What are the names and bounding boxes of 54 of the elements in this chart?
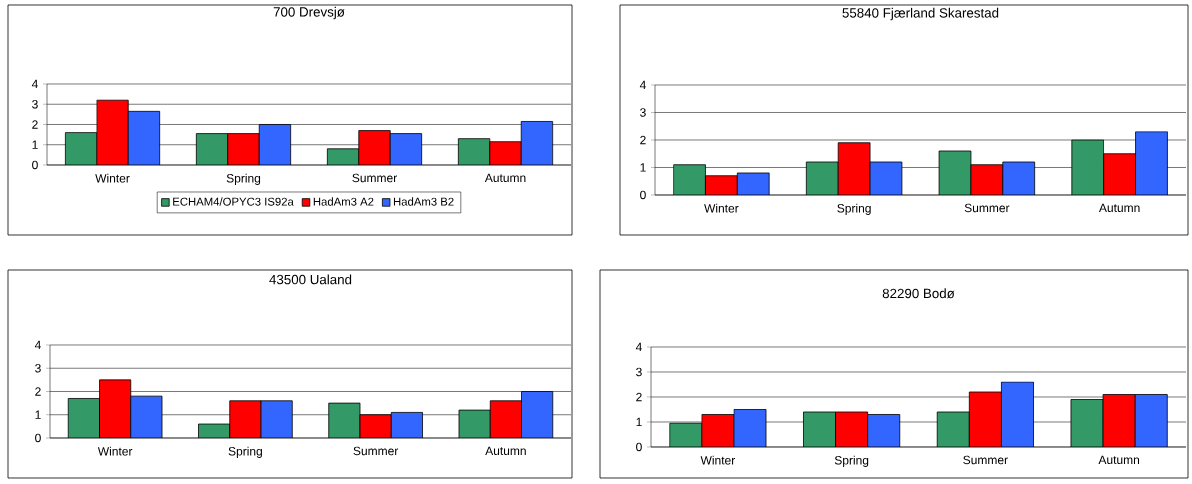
chart-title: 55840 Fjærland Skarestad <box>842 7 999 21</box>
y-tick-label: 2 <box>636 392 642 402</box>
x-tick-label: Spring <box>226 173 261 185</box>
y-tick-label: 3 <box>636 367 642 377</box>
bar <box>970 164 1004 195</box>
bar <box>258 124 292 165</box>
y-tick-label: 0 <box>640 190 646 200</box>
legend-label: ECHAM4/OPYC3 IS92a <box>173 197 294 206</box>
y-tick-label: 0 <box>32 160 38 170</box>
x-tick-label: Summer <box>963 455 1008 465</box>
x-tick-label: Winter <box>95 173 130 183</box>
y-tick-label: 3 <box>35 363 41 373</box>
x-tick-label: Summer <box>353 446 399 456</box>
bar <box>64 132 98 165</box>
x-tick-label: Summer <box>352 173 397 183</box>
y-tick-label: 4 <box>31 79 38 89</box>
y-tick-label: 1 <box>35 410 41 419</box>
y-tick-label: 2 <box>32 120 38 129</box>
x-tick-label: Winter <box>700 455 736 465</box>
x-tick-label: Autumn <box>484 173 526 183</box>
y-tick-label: 1 <box>32 140 38 149</box>
bar <box>520 121 554 165</box>
y-tick-label: 3 <box>32 99 38 109</box>
y-tick-label: 3 <box>640 108 646 117</box>
y-tick-label: 2 <box>35 387 41 396</box>
y-tick-label: 0 <box>636 442 642 452</box>
chart-title: 43500 Ualand <box>269 274 352 285</box>
bar <box>389 133 423 165</box>
x-tick-label: Autumn <box>485 446 526 456</box>
x-tick-label: Spring <box>228 446 262 458</box>
chart-title: 82290 Bodø <box>882 288 955 299</box>
chart-title: 700 Drevsjø <box>273 6 345 20</box>
y-tick-label: 2 <box>640 135 646 145</box>
y-tick-label: 4 <box>34 340 41 350</box>
y-tick-label: 0 <box>35 433 41 443</box>
x-tick-label: Autumn <box>1098 455 1140 465</box>
y-tick-label: 4 <box>639 80 646 90</box>
y-tick-label: 1 <box>640 163 646 172</box>
bar <box>1103 153 1136 195</box>
bar <box>195 133 229 165</box>
x-tick-label: Spring <box>837 203 871 215</box>
legend-label: HadAm3 A2 <box>313 197 374 206</box>
x-tick-label: Winter <box>97 446 133 456</box>
bar <box>705 175 738 195</box>
legend-label: HadAm3 B2 <box>393 197 454 206</box>
x-tick-label: Autumn <box>1098 203 1140 213</box>
bar <box>837 142 871 195</box>
y-tick-label: 1 <box>636 417 642 427</box>
x-tick-label: Winter <box>704 203 739 213</box>
y-tick-label: 4 <box>635 342 642 352</box>
x-tick-label: Spring <box>834 455 869 467</box>
x-tick-label: Summer <box>964 203 1010 213</box>
bar <box>457 138 491 165</box>
bar <box>127 110 161 165</box>
